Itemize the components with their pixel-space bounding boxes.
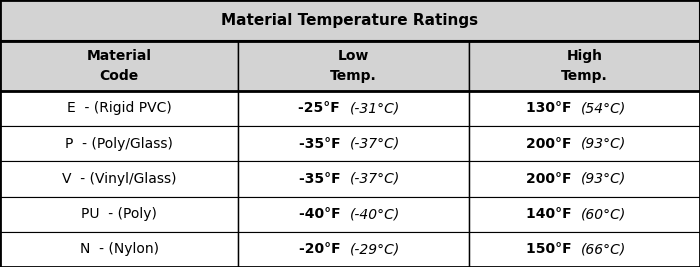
Text: (-31°C): (-31°C) — [350, 101, 400, 115]
Text: N  - (Nylon): N - (Nylon) — [80, 242, 158, 256]
Bar — [238, 232, 469, 267]
Bar — [469, 197, 700, 232]
Text: 200°F: 200°F — [526, 172, 581, 186]
Bar — [238, 161, 469, 197]
Bar — [469, 41, 700, 91]
Text: 140°F: 140°F — [526, 207, 581, 221]
Text: E  - (Rigid PVC): E - (Rigid PVC) — [66, 101, 172, 115]
Bar — [238, 91, 469, 126]
Text: PU  - (Poly): PU - (Poly) — [81, 207, 157, 221]
Text: (66°C): (66°C) — [581, 242, 626, 256]
Text: (93°C): (93°C) — [581, 137, 626, 151]
Text: (54°C): (54°C) — [581, 101, 626, 115]
Text: (60°C): (60°C) — [581, 207, 626, 221]
Bar — [469, 161, 700, 197]
Text: (93°C): (93°C) — [581, 172, 626, 186]
Text: V  - (Vinyl/Glass): V - (Vinyl/Glass) — [62, 172, 176, 186]
Text: High
Temp.: High Temp. — [561, 49, 608, 83]
Text: -40°F: -40°F — [299, 207, 350, 221]
Bar — [0, 126, 238, 161]
Text: -20°F: -20°F — [299, 242, 350, 256]
Text: Low
Temp.: Low Temp. — [330, 49, 377, 83]
Text: -35°F: -35°F — [299, 137, 350, 151]
Bar — [0, 197, 238, 232]
Text: (-37°C): (-37°C) — [350, 137, 400, 151]
Bar — [0, 41, 238, 91]
Bar — [0, 232, 238, 267]
Bar — [0, 161, 238, 197]
Text: (-37°C): (-37°C) — [350, 172, 400, 186]
Text: (-40°C): (-40°C) — [350, 207, 400, 221]
Text: (-29°C): (-29°C) — [350, 242, 400, 256]
Text: Material
Code: Material Code — [87, 49, 151, 83]
Text: -35°F: -35°F — [299, 172, 350, 186]
Bar — [469, 91, 700, 126]
Text: 130°F: 130°F — [526, 101, 581, 115]
Bar — [238, 41, 469, 91]
Bar — [469, 232, 700, 267]
Bar — [0, 0, 700, 41]
Bar — [238, 197, 469, 232]
Text: Material Temperature Ratings: Material Temperature Ratings — [221, 13, 479, 28]
Bar — [0, 91, 238, 126]
Text: -25°F: -25°F — [298, 101, 350, 115]
Text: P  - (Poly/Glass): P - (Poly/Glass) — [65, 137, 173, 151]
Bar — [469, 126, 700, 161]
Bar — [238, 126, 469, 161]
Text: 150°F: 150°F — [526, 242, 581, 256]
Text: 200°F: 200°F — [526, 137, 581, 151]
